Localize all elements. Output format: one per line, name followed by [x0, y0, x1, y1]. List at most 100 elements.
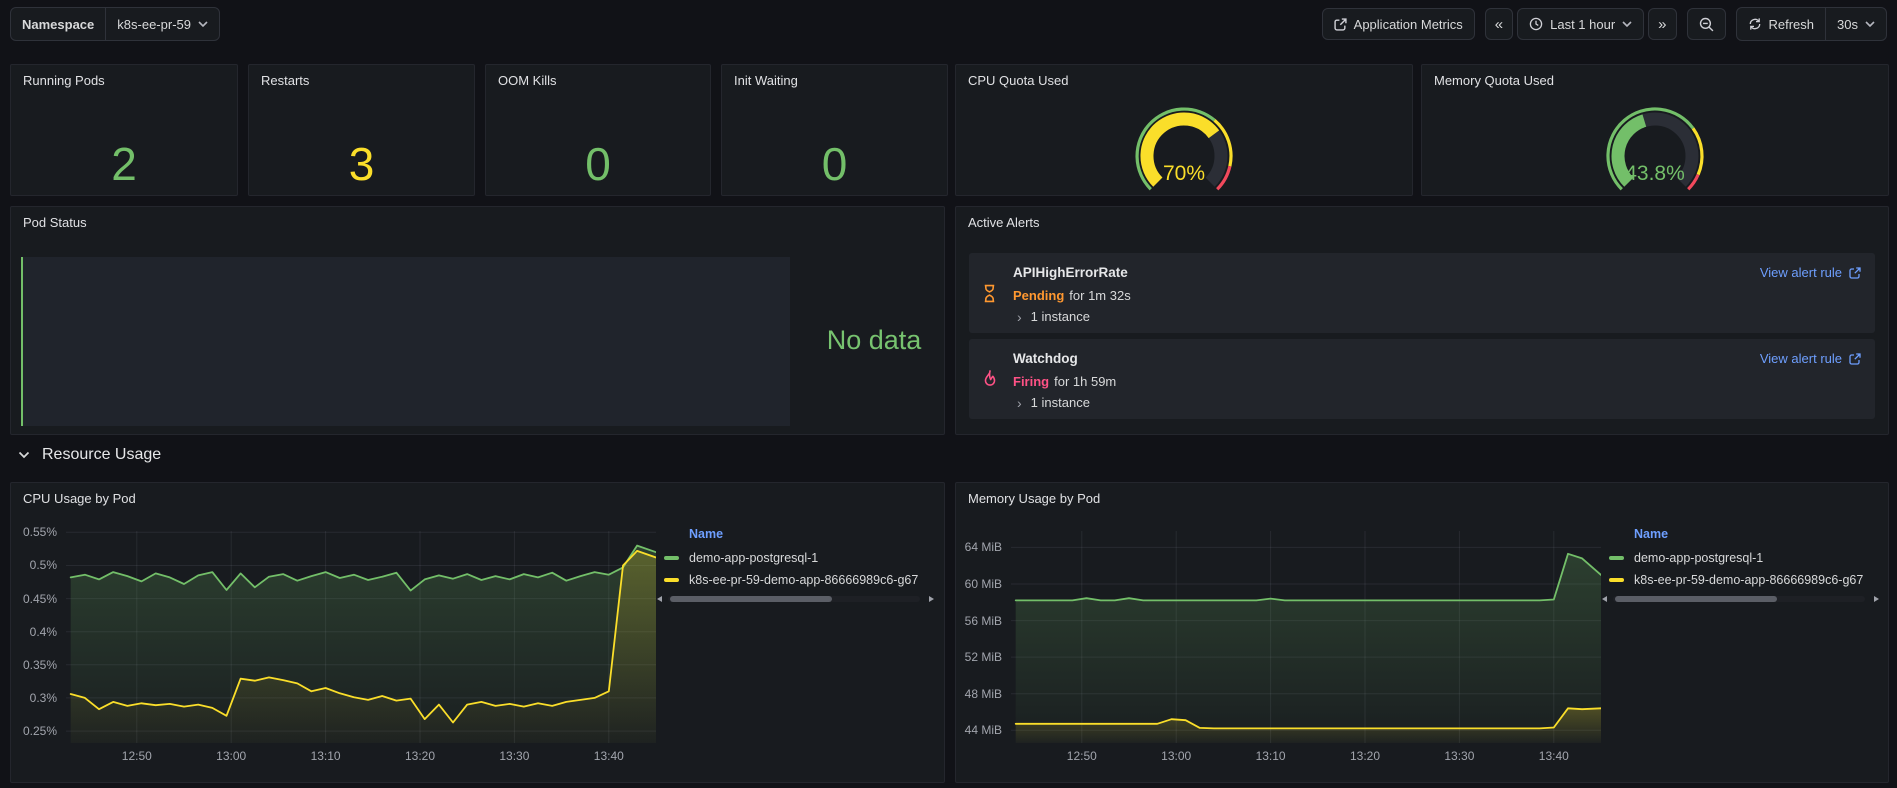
alert-instances-label: 1 instance — [1030, 395, 1090, 410]
no-data-label: No data — [826, 325, 922, 355]
x-axis-label: 12:50 — [1066, 749, 1097, 763]
memory-usage-plot[interactable] — [1011, 531, 1601, 743]
stat-value: 0 — [821, 138, 848, 190]
chevron-right-icon: › — [1017, 308, 1022, 325]
view-alert-rule-link[interactable]: View alert rule — [1760, 265, 1861, 280]
x-axis-label: 12:50 — [121, 749, 152, 763]
application-metrics-button[interactable]: Application Metrics — [1321, 8, 1475, 40]
time-range-label: Last 1 hour — [1550, 16, 1616, 32]
refresh-button[interactable]: Refresh — [1737, 8, 1826, 40]
time-range-picker[interactable]: Last 1 hour — [1517, 8, 1645, 40]
chevron-right-icon: › — [1017, 394, 1022, 411]
legend: Name demo-app-postgresql-1 k8s-ee-pr-59-d… — [1601, 527, 1881, 603]
toolbar-right: Application Metrics « Last 1 hour » — [1321, 7, 1887, 41]
external-link-icon — [1334, 17, 1347, 31]
alert-duration: for 1h 59m — [1054, 374, 1117, 389]
legend-item[interactable]: demo-app-postgresql-1 — [1601, 547, 1881, 569]
section-title: Resource Usage — [42, 446, 162, 463]
alert-state: Pending — [1013, 288, 1065, 303]
x-axis-label: 13:20 — [404, 749, 436, 763]
legend-item[interactable]: demo-app-postgresql-1 — [656, 547, 936, 569]
namespace-select[interactable]: k8s-ee-pr-59 — [105, 8, 219, 40]
y-axis-label: 0.5% — [29, 558, 57, 573]
panel-title: Restarts — [261, 73, 310, 88]
fire-icon — [982, 370, 998, 388]
scrollbar-thumb[interactable] — [1615, 596, 1777, 602]
y-axis-label: 60 MiB — [964, 577, 1002, 591]
gauge-value: 43.8% — [1625, 162, 1685, 185]
panel-memory-usage: Memory Usage by Pod Name demo-app-postgr… — [955, 482, 1889, 783]
refresh-label: Refresh — [1768, 16, 1815, 32]
stat-value: 3 — [348, 138, 375, 190]
refresh-interval-select[interactable]: 30s — [1825, 8, 1886, 40]
scroll-right-arrow[interactable] — [1874, 596, 1879, 602]
section-resource-usage[interactable]: Resource Usage — [18, 446, 161, 464]
scrollbar-thumb[interactable] — [670, 596, 832, 602]
legend-item[interactable]: k8s-ee-pr-59-demo-app-86666989c6-g67 — [656, 569, 936, 591]
legend-scrollbar — [1601, 595, 1881, 603]
y-axis-label: 0.25% — [22, 724, 57, 739]
namespace-value: k8s-ee-pr-59 — [117, 16, 191, 32]
series-color-dash — [1609, 578, 1624, 582]
alert-instances-toggle[interactable]: › 1 instance — [1017, 309, 1090, 324]
legend-label: demo-app-postgresql-1 — [1634, 551, 1764, 565]
alert-instances-toggle[interactable]: › 1 instance — [1017, 395, 1090, 410]
y-axis-label: 44 MiB — [964, 723, 1002, 738]
alert-name: Watchdog — [1013, 351, 1078, 366]
alert-card: APIHighErrorRate Pending for 1m 32s › 1 i… — [969, 253, 1875, 333]
legend-rows: demo-app-postgresql-1 k8s-ee-pr-59-demo-a… — [1601, 547, 1881, 591]
y-axis-label: 48 MiB — [964, 686, 1002, 701]
legend-label: k8s-ee-pr-59-demo-app-86666989c6-g67 — [1634, 573, 1864, 587]
gauge-value: 70% — [1162, 162, 1206, 185]
alert-state: Firing — [1013, 374, 1050, 389]
series-color-dash — [664, 556, 679, 560]
x-axis-label: 13:40 — [1538, 749, 1569, 763]
namespace-variable: Namespace k8s-ee-pr-59 — [10, 7, 220, 41]
panel-title: CPU Usage by Pod — [23, 491, 136, 506]
panel-active-alerts: Active Alerts APIHighErrorRate Pending fo… — [955, 206, 1889, 435]
scroll-left-arrow[interactable] — [1602, 596, 1607, 602]
y-axis-label: 0.45% — [22, 591, 57, 606]
panel-title: Pod Status — [23, 215, 87, 230]
panel-memory-quota: Memory Quota Used 43.8% — [1421, 64, 1889, 196]
y-axis-label: 56 MiB — [964, 613, 1002, 628]
panel-cpu-usage: CPU Usage by Pod Name demo-app-postgresq… — [10, 482, 945, 783]
panel-oom-kills: OOM Kills 0 — [485, 64, 711, 196]
series-color-dash — [1609, 556, 1624, 560]
panel-cpu-quota: CPU Quota Used 70% — [955, 64, 1413, 196]
x-axis-label: 13:10 — [1255, 749, 1286, 763]
panel-title: Running Pods — [23, 73, 105, 88]
time-shift-forward-button[interactable]: » — [1648, 8, 1677, 40]
y-axis-label: 0.4% — [29, 624, 57, 639]
x-axis-label: 13:30 — [1444, 749, 1475, 763]
panel-title: Active Alerts — [968, 215, 1040, 230]
refresh-interval-value: 30s — [1837, 16, 1858, 32]
external-link-icon — [1849, 266, 1861, 279]
panel-pod-status: Pod Status No data — [10, 206, 945, 435]
y-axis-label: 64 MiB — [964, 540, 1002, 555]
panel-title: Init Waiting — [734, 73, 798, 88]
panel-title: Memory Usage by Pod — [968, 491, 1101, 506]
legend-header[interactable]: Name — [689, 527, 724, 541]
panel-running-pods: Running Pods 2 — [10, 64, 238, 196]
scroll-left-arrow[interactable] — [657, 596, 662, 602]
cpu-usage-plot[interactable] — [66, 531, 656, 743]
alert-state-line: Firing for 1h 59m — [1013, 374, 1116, 389]
x-axis-label: 13:10 — [310, 749, 341, 763]
legend: Name demo-app-postgresql-1 k8s-ee-pr-59-d… — [656, 527, 936, 603]
application-metrics-label: Application Metrics — [1353, 16, 1463, 32]
external-link-icon — [1849, 352, 1861, 365]
view-alert-rule-link[interactable]: View alert rule — [1760, 351, 1861, 366]
stat-value: 2 — [111, 138, 137, 190]
chevron-down-icon — [198, 21, 208, 27]
view-alert-rule-label: View alert rule — [1759, 265, 1842, 280]
zoom-out-button[interactable] — [1686, 8, 1726, 40]
panel-title: CPU Quota Used — [968, 73, 1069, 88]
time-shift-back-button[interactable]: « — [1484, 8, 1514, 40]
legend-header[interactable]: Name — [1634, 527, 1669, 541]
legend-item[interactable]: k8s-ee-pr-59-demo-app-86666989c6-g67 — [1601, 569, 1881, 591]
scroll-right-arrow[interactable] — [929, 596, 934, 602]
x-axis-label: 13:20 — [1349, 749, 1381, 763]
gauge-cpu-quota — [1135, 107, 1233, 191]
